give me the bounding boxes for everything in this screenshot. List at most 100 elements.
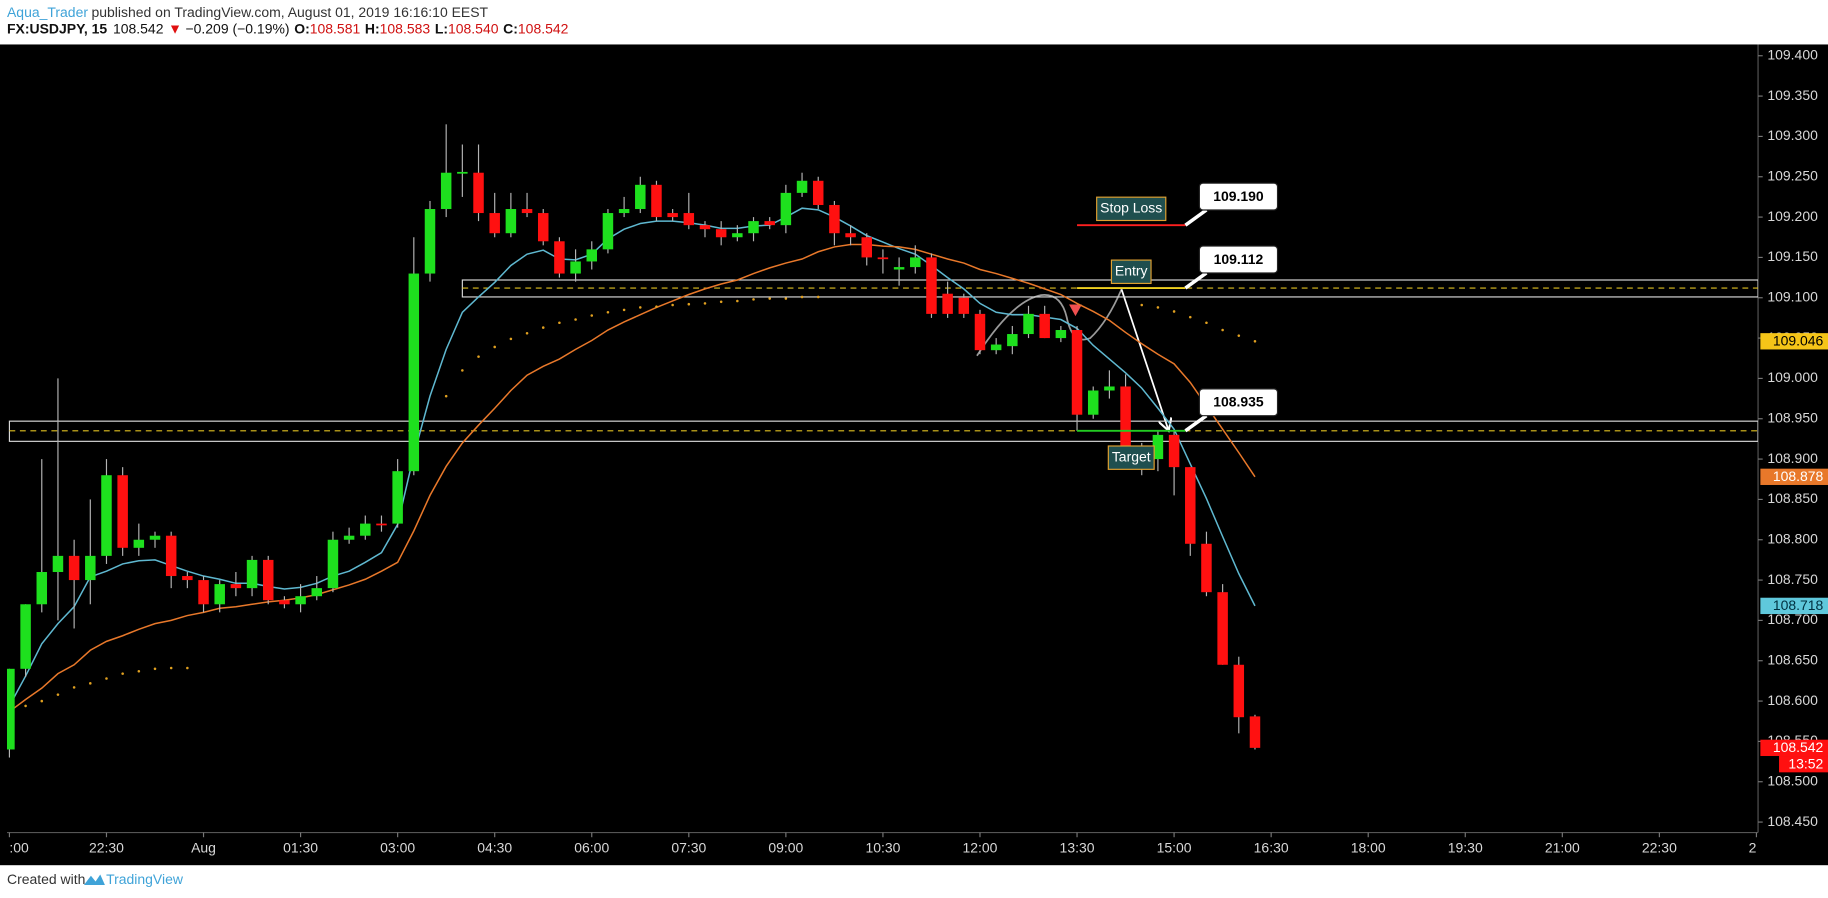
indicator-line (8, 243, 1256, 713)
y-tick-label: 108.900 (1767, 450, 1818, 466)
candle-body (36, 572, 48, 605)
x-tick-label: 01:30 (283, 840, 318, 856)
level-label-text: Entry (1115, 262, 1148, 278)
ohlc-label: C: (503, 20, 518, 36)
callout-box (1198, 245, 1279, 274)
price: 108.542 (113, 20, 164, 36)
candle-body (473, 172, 484, 214)
callout-box (1198, 388, 1279, 417)
callout-pointer (1184, 414, 1208, 433)
candle-body (780, 192, 792, 226)
indicator-dot (590, 314, 594, 317)
candle-body (311, 588, 323, 597)
candle-body (1055, 330, 1067, 339)
header-line-2: FX:USDJPY, 15 108.542 ▼ −0.209 (−0.19%) O:10… (7, 20, 569, 36)
footer-brand: TradingView (106, 871, 184, 887)
candle-body (990, 344, 1002, 351)
x-tick-label: 12:00 (962, 840, 997, 856)
candle-body (6, 668, 15, 750)
indicator-dot (558, 321, 561, 325)
candle-body (392, 471, 403, 524)
candle-body (732, 233, 743, 238)
candle-body (1201, 543, 1212, 593)
indicator-dot (655, 305, 658, 308)
level-label-box (1110, 259, 1152, 284)
price-label: 109.046 (1773, 333, 1824, 349)
indicator-dot (105, 677, 108, 680)
ohlc-value: 108.583 (380, 20, 431, 36)
candle-body (893, 267, 905, 270)
candle-body (812, 180, 824, 205)
candle-body (165, 535, 177, 577)
indicator-dot (24, 704, 27, 708)
candle-body (214, 584, 225, 605)
candle-body (279, 600, 290, 605)
price-label-box (1760, 739, 1828, 757)
candle-body (360, 523, 371, 536)
indicator-dot (169, 666, 173, 670)
candle-body (861, 237, 872, 258)
indicator-dot (1156, 306, 1160, 309)
indicator-dot (736, 299, 739, 303)
candle-body (182, 576, 193, 581)
candle-body (1249, 716, 1261, 748)
ohlc-label: H: (365, 20, 380, 36)
candle-body (457, 171, 468, 174)
indicator-dot (816, 295, 820, 299)
arrow: ▼ (168, 20, 182, 36)
indicator-dot (784, 297, 788, 300)
indicator-dot (1188, 315, 1192, 319)
candle-body (52, 555, 64, 573)
x-tick-label: 16:30 (1254, 840, 1289, 856)
level-label: Entry (1110, 259, 1152, 284)
level-label-text: Stop Loss (1100, 200, 1162, 216)
candle-body (85, 555, 96, 581)
candle-body (505, 209, 517, 234)
y-tick-label: 108.500 (1767, 772, 1818, 788)
candle-body (521, 209, 533, 214)
candle-body (748, 221, 759, 234)
indicator-dot (622, 308, 626, 312)
candle-body (230, 584, 242, 589)
candle-body (1023, 313, 1034, 335)
candle-body (1087, 390, 1099, 415)
candle-body (489, 213, 500, 234)
indicator-dot (509, 337, 513, 341)
countdown-box (1779, 756, 1828, 773)
price-label-box (1760, 333, 1828, 350)
price-label: 108.878 (1773, 468, 1824, 484)
y-tick-label: 108.700 (1767, 611, 1818, 627)
x-tick-label: :00 (9, 840, 29, 856)
indicator-dot (461, 369, 464, 372)
candle-body (910, 257, 921, 268)
indicator-dot (444, 394, 448, 398)
candle-body (1039, 313, 1050, 339)
candle-body (537, 213, 549, 242)
x-tick-label: 15:00 (1157, 840, 1192, 856)
candle-body (829, 204, 840, 234)
indicator-dot (72, 686, 76, 689)
indicator-dot (493, 345, 496, 349)
candle-body (133, 539, 145, 548)
indicator-dot (1221, 328, 1224, 332)
ohlc-value: 108.581 (310, 20, 361, 36)
indicator-dot (800, 295, 804, 299)
callout-text: 109.190 (1213, 188, 1264, 204)
plot-area (6, 124, 1759, 758)
candle-body (198, 580, 209, 605)
x-tick-label: 2 (1749, 840, 1757, 856)
indicator-dot (1253, 340, 1257, 343)
footer-logo (83, 874, 105, 886)
indicator-dot (1205, 321, 1208, 325)
y-tick-label: 108.750 (1767, 571, 1818, 587)
footer-created: Created with (7, 871, 85, 887)
y-tick-label: 108.850 (1767, 490, 1818, 506)
candle-body (618, 209, 630, 214)
x-tick-label: 22:30 (89, 840, 124, 856)
indicator-dot (574, 318, 577, 321)
indicator-dot (1140, 303, 1144, 307)
x-tick-label: 21:00 (1545, 840, 1580, 856)
candle-body (764, 221, 775, 226)
y-tick-label: 108.600 (1767, 692, 1818, 708)
